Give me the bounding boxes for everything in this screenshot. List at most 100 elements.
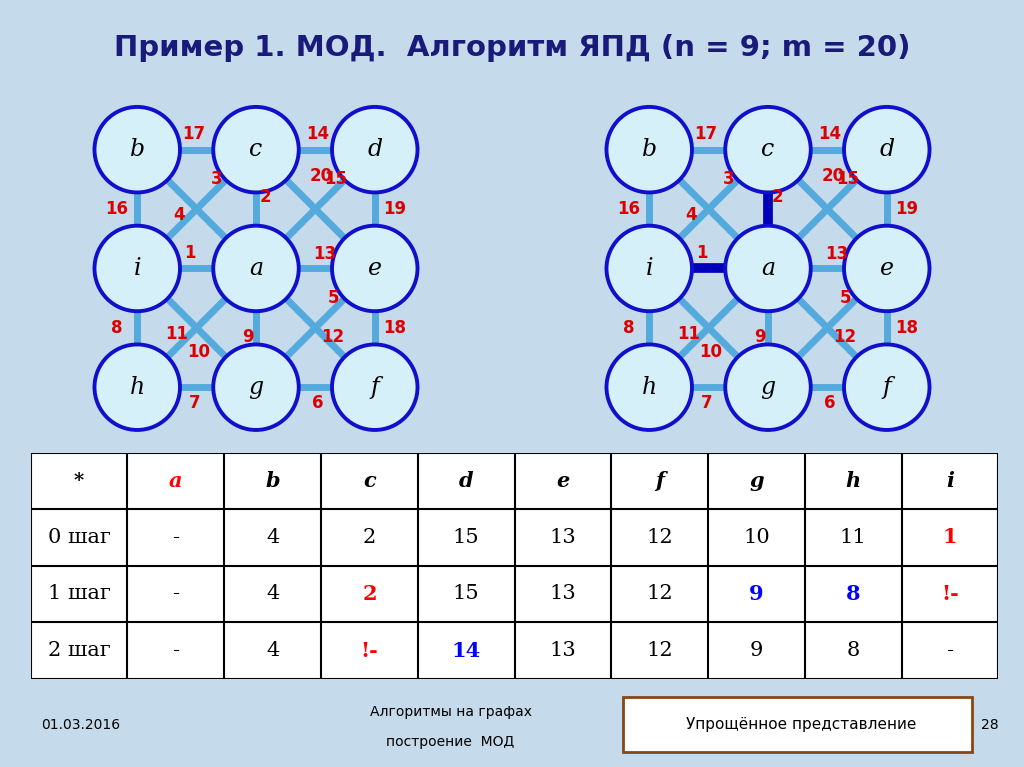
Text: d: d bbox=[459, 471, 473, 491]
Text: -: - bbox=[172, 641, 179, 660]
Text: 1: 1 bbox=[183, 244, 196, 262]
FancyBboxPatch shape bbox=[624, 697, 972, 752]
Text: 19: 19 bbox=[383, 200, 407, 218]
Text: 3: 3 bbox=[723, 170, 734, 189]
Text: 0 шаг: 0 шаг bbox=[48, 528, 111, 547]
Circle shape bbox=[332, 107, 418, 193]
Text: 8: 8 bbox=[112, 319, 123, 337]
Text: 12: 12 bbox=[322, 328, 345, 347]
Text: 5: 5 bbox=[328, 289, 339, 307]
Text: e: e bbox=[368, 257, 382, 280]
Circle shape bbox=[606, 344, 692, 430]
Text: 11: 11 bbox=[840, 528, 866, 547]
Circle shape bbox=[94, 225, 180, 311]
Text: -: - bbox=[172, 584, 179, 604]
Circle shape bbox=[332, 344, 418, 430]
Text: 2: 2 bbox=[260, 188, 271, 206]
Text: 4: 4 bbox=[173, 206, 184, 224]
Text: 19: 19 bbox=[895, 200, 919, 218]
Text: g: g bbox=[761, 376, 775, 399]
Text: 13: 13 bbox=[825, 245, 849, 263]
Text: 13: 13 bbox=[550, 584, 577, 604]
Text: b: b bbox=[642, 138, 656, 161]
Text: 10: 10 bbox=[743, 528, 770, 547]
Text: 12: 12 bbox=[834, 328, 857, 347]
Text: 15: 15 bbox=[453, 584, 479, 604]
Text: f: f bbox=[655, 471, 665, 491]
Text: 13: 13 bbox=[550, 641, 577, 660]
Text: 7: 7 bbox=[700, 393, 712, 412]
Text: c: c bbox=[762, 138, 774, 161]
Text: !-: !- bbox=[360, 640, 378, 660]
Text: 16: 16 bbox=[105, 200, 129, 218]
Text: 14: 14 bbox=[818, 125, 842, 143]
Text: g: g bbox=[249, 376, 263, 399]
Text: 9: 9 bbox=[754, 328, 766, 347]
Text: 12: 12 bbox=[646, 528, 673, 547]
Text: 9: 9 bbox=[750, 641, 763, 660]
Text: h: h bbox=[130, 376, 144, 399]
Text: c: c bbox=[250, 138, 262, 161]
Circle shape bbox=[213, 225, 299, 311]
Text: 4: 4 bbox=[266, 641, 280, 660]
Circle shape bbox=[725, 344, 811, 430]
Text: 8: 8 bbox=[846, 584, 860, 604]
Text: 15: 15 bbox=[453, 528, 479, 547]
Circle shape bbox=[606, 225, 692, 311]
Text: 13: 13 bbox=[550, 528, 577, 547]
Text: 1 шаг: 1 шаг bbox=[48, 584, 111, 604]
Text: 17: 17 bbox=[182, 125, 206, 143]
Text: 14: 14 bbox=[306, 125, 330, 143]
Circle shape bbox=[844, 107, 930, 193]
Text: Упрощённое представление: Упрощённое представление bbox=[686, 716, 916, 732]
Circle shape bbox=[94, 107, 180, 193]
Circle shape bbox=[332, 225, 418, 311]
Text: b: b bbox=[265, 471, 280, 491]
Text: a: a bbox=[169, 471, 182, 491]
Text: 10: 10 bbox=[699, 343, 723, 360]
Text: i: i bbox=[133, 257, 141, 280]
Text: 9: 9 bbox=[750, 584, 764, 604]
Text: 18: 18 bbox=[895, 319, 919, 337]
Text: 11: 11 bbox=[165, 324, 188, 343]
Text: *: * bbox=[74, 472, 84, 490]
Text: 3: 3 bbox=[211, 170, 222, 189]
Text: 5: 5 bbox=[840, 289, 851, 307]
Text: -: - bbox=[946, 641, 953, 660]
Text: 2 шаг: 2 шаг bbox=[48, 641, 111, 660]
Circle shape bbox=[213, 344, 299, 430]
Circle shape bbox=[213, 107, 299, 193]
Text: i: i bbox=[946, 471, 954, 491]
Text: 01.03.2016: 01.03.2016 bbox=[41, 718, 120, 732]
Text: e: e bbox=[556, 471, 569, 491]
Circle shape bbox=[844, 344, 930, 430]
Text: 28: 28 bbox=[981, 718, 998, 732]
Text: построение  МОД: построение МОД bbox=[386, 735, 515, 749]
Text: g: g bbox=[750, 471, 764, 491]
Text: 16: 16 bbox=[617, 200, 641, 218]
Text: f: f bbox=[883, 376, 891, 399]
Text: 15: 15 bbox=[836, 170, 859, 189]
Text: c: c bbox=[364, 471, 376, 491]
Text: 4: 4 bbox=[685, 206, 696, 224]
Text: 4: 4 bbox=[266, 528, 280, 547]
Circle shape bbox=[844, 225, 930, 311]
Circle shape bbox=[725, 225, 811, 311]
Text: h: h bbox=[642, 376, 656, 399]
Circle shape bbox=[725, 107, 811, 193]
Text: 8: 8 bbox=[847, 641, 860, 660]
Text: 15: 15 bbox=[324, 170, 347, 189]
Text: 2: 2 bbox=[772, 188, 783, 206]
Text: 13: 13 bbox=[313, 245, 337, 263]
Text: a: a bbox=[249, 257, 263, 280]
Text: 1: 1 bbox=[943, 528, 957, 548]
Text: 6: 6 bbox=[312, 393, 324, 412]
Text: !-: !- bbox=[941, 584, 958, 604]
Circle shape bbox=[606, 107, 692, 193]
Text: 12: 12 bbox=[646, 641, 673, 660]
Text: Алгоритмы на графах: Алгоритмы на графах bbox=[370, 705, 531, 719]
Text: e: e bbox=[880, 257, 894, 280]
Text: b: b bbox=[130, 138, 144, 161]
Circle shape bbox=[94, 344, 180, 430]
Text: f: f bbox=[371, 376, 379, 399]
